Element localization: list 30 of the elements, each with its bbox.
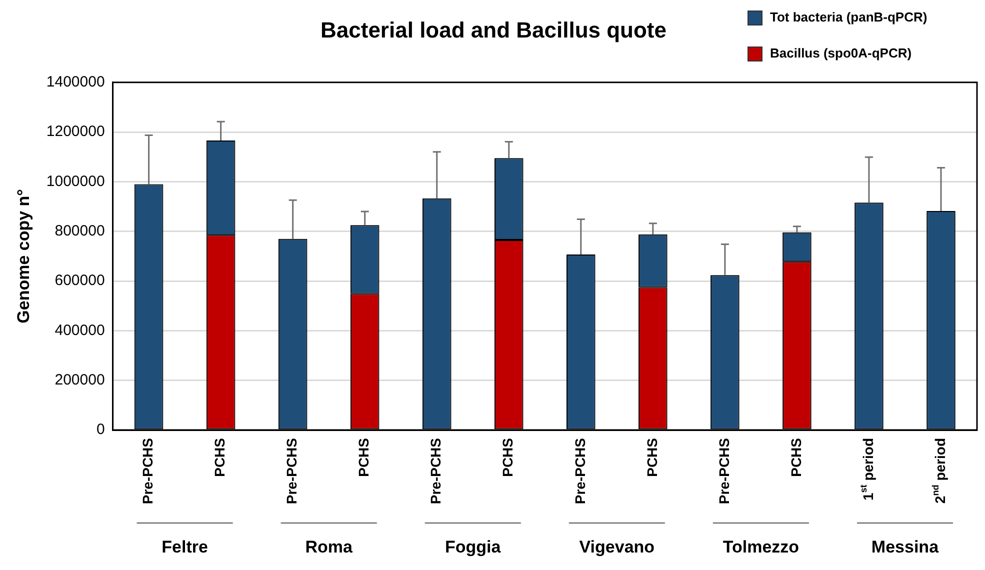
text: Foggia [445,538,502,557]
text: Messina [871,538,940,557]
x-tick-label: PCHS [212,438,228,477]
y-tick-label: 600000 [54,272,105,290]
y-tick-label: 0 [96,421,105,438]
y-tick-label: 400000 [54,322,105,339]
chart-title: Bacterial load and Bacillus quote [320,17,666,42]
x-tick-label: Pre-PCHS [572,438,588,504]
x-tick-label: Pre-PCHS [284,438,300,504]
x-tick-label: Pre-PCHS [140,438,156,504]
x-tick-label: Pre-PCHS [716,438,732,504]
text: Vigevano [579,538,655,557]
legend-label: Tot bacteria (panB-qPCR) [770,10,928,25]
y-tick-label: 800000 [54,222,105,240]
x-tick-label: PCHS [788,438,804,477]
y-tick-label: 1200000 [46,123,105,140]
x-tick-label: PCHS [356,438,372,477]
text: Roma [305,538,354,557]
y-tick-label: 1400000 [46,74,105,91]
y-tick-label: 1000000 [46,172,105,190]
x-tick-label: 2nd period [930,438,948,504]
text: Tolmezzo [722,538,800,557]
y-axis-title: Genome copy n° [14,188,33,324]
x-tick-label: 1st period [858,438,876,501]
y-tick-label: 200000 [54,371,105,388]
text: Feltre [162,538,208,557]
x-tick-label: PCHS [500,438,516,477]
x-tick-label: Pre-PCHS [428,438,444,504]
x-tick-label: PCHS [644,438,660,477]
legend-label: Bacillus (spo0A-qPCR) [770,46,912,61]
